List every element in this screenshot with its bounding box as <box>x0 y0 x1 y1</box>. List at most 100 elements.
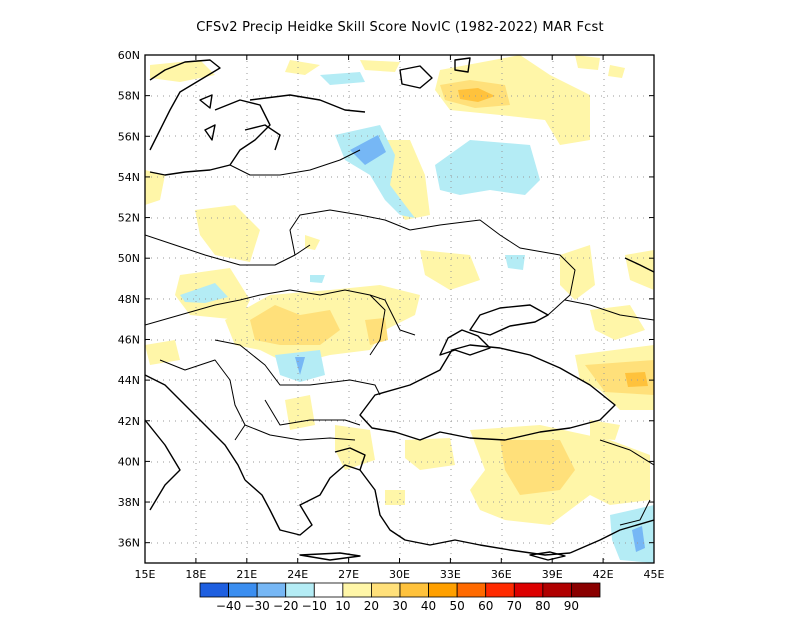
shade-region <box>310 275 325 283</box>
crete-coast <box>299 552 361 561</box>
shade-region <box>608 65 625 78</box>
shade-region <box>145 170 165 205</box>
shade-region <box>180 283 228 303</box>
crimea-coast <box>439 329 491 356</box>
border-line <box>289 209 411 256</box>
colorbar: −40 −30 −20 −10 10 20 30 40 50 60 70 80 90 <box>199 582 601 613</box>
lon-tick-label: 18E <box>185 568 206 581</box>
shade-region <box>285 395 315 430</box>
shade-region <box>590 305 645 340</box>
shade-region <box>505 255 525 270</box>
colorbar-swatch <box>485 582 515 598</box>
axis-ticks <box>144 54 655 563</box>
border-line <box>619 499 651 526</box>
lat-tick-label: 50N <box>118 252 140 265</box>
longitude-labels: 15E 18E 21E 24E 27E 30E 33E 36E 39E 42E 45E <box>135 568 665 581</box>
shade-region <box>560 245 595 300</box>
shade-region <box>405 438 455 470</box>
lat-tick-label: 56N <box>118 130 140 143</box>
shade-region <box>195 205 260 262</box>
lat-tick-label: 36N <box>118 537 140 550</box>
cyprus-coast <box>529 551 566 561</box>
latitude-labels: 36N 38N 40N 42N 44N 46N 48N 50N 52N 54N 56N 58N 60N <box>118 49 140 550</box>
border-line <box>369 294 386 356</box>
shade-region <box>625 250 654 290</box>
colorbar-label: −10 <box>302 599 327 613</box>
shade-region <box>632 526 645 552</box>
colorbar-label: 80 <box>535 599 550 613</box>
gulf-of-riga-coast <box>244 124 281 151</box>
lat-tick-label: 40N <box>118 455 140 468</box>
shade-region <box>320 72 365 85</box>
lon-tick-label: 24E <box>287 568 308 581</box>
lat-tick-label: 58N <box>118 90 140 103</box>
colorbar-swatch <box>342 582 372 598</box>
colorbar-label: 60 <box>478 599 493 613</box>
colorbar-label: 30 <box>392 599 407 613</box>
lon-tick-label: 42E <box>593 568 614 581</box>
colorbar-swatch <box>513 582 544 598</box>
lat-tick-label: 42N <box>118 415 140 428</box>
colorbar-label: 10 <box>335 599 350 613</box>
lon-tick-label: 21E <box>236 568 257 581</box>
shade-region <box>575 55 600 70</box>
colorbar-swatch <box>399 582 429 598</box>
colorbar-swatch <box>228 582 258 598</box>
lon-tick-label: 45E <box>644 568 665 581</box>
sweden-lake-coast <box>199 94 213 109</box>
lon-tick-label: 30E <box>389 568 410 581</box>
colorbar-swatch <box>571 582 601 598</box>
colorbar-swatch <box>428 582 458 598</box>
lat-tick-label: 54N <box>118 171 140 184</box>
lon-tick-label: 36E <box>491 568 512 581</box>
shade-region <box>610 505 654 563</box>
colorbar-label: 50 <box>450 599 465 613</box>
skill-shading-layer <box>145 55 654 563</box>
shade-region <box>625 372 648 387</box>
lon-tick-label: 27E <box>338 568 359 581</box>
shade-region <box>435 140 540 195</box>
shade-region <box>350 135 386 165</box>
lat-tick-label: 38N <box>118 496 140 509</box>
shade-region <box>420 250 480 290</box>
lat-tick-label: 60N <box>118 49 140 62</box>
shade-region <box>335 425 375 470</box>
colorbar-swatch <box>199 582 229 598</box>
shade-region <box>458 88 495 102</box>
coastlines-borders <box>145 57 654 561</box>
lon-tick-label: 15E <box>135 568 156 581</box>
border-line <box>599 439 654 466</box>
colorbar-swatch <box>285 582 315 598</box>
colorbar-label: −20 <box>273 599 298 613</box>
shade-region <box>250 305 340 345</box>
border-line <box>564 299 654 321</box>
colorbar-label: −40 <box>216 599 241 613</box>
shade-region <box>500 440 575 495</box>
border-line <box>145 289 291 326</box>
lat-tick-label: 52N <box>118 212 140 225</box>
greece-coast <box>244 447 366 536</box>
colorbar-swatch <box>256 582 287 598</box>
shade-region <box>590 420 620 440</box>
shade-region <box>285 60 320 75</box>
border-line <box>409 219 576 316</box>
shade-region <box>150 60 215 82</box>
shade-region <box>385 490 405 505</box>
aegean-turkey-coast <box>359 469 571 556</box>
adriatic-coast <box>145 374 246 481</box>
colorbar-label: −30 <box>244 599 269 613</box>
lon-tick-label: 33E <box>440 568 461 581</box>
border-line <box>264 399 361 426</box>
gulf-of-finland-coast <box>249 94 366 113</box>
colorbar-label: 40 <box>421 599 436 613</box>
italy-coast <box>145 419 181 511</box>
colorbar-swatch <box>542 582 572 598</box>
border-line <box>244 424 356 441</box>
anatolia-south-coast <box>569 519 654 554</box>
border-line <box>159 359 246 441</box>
border-line <box>214 339 381 396</box>
colorbar-swatch <box>456 582 487 598</box>
lat-tick-label: 44N <box>118 374 140 387</box>
colorbar-label: 90 <box>564 599 579 613</box>
